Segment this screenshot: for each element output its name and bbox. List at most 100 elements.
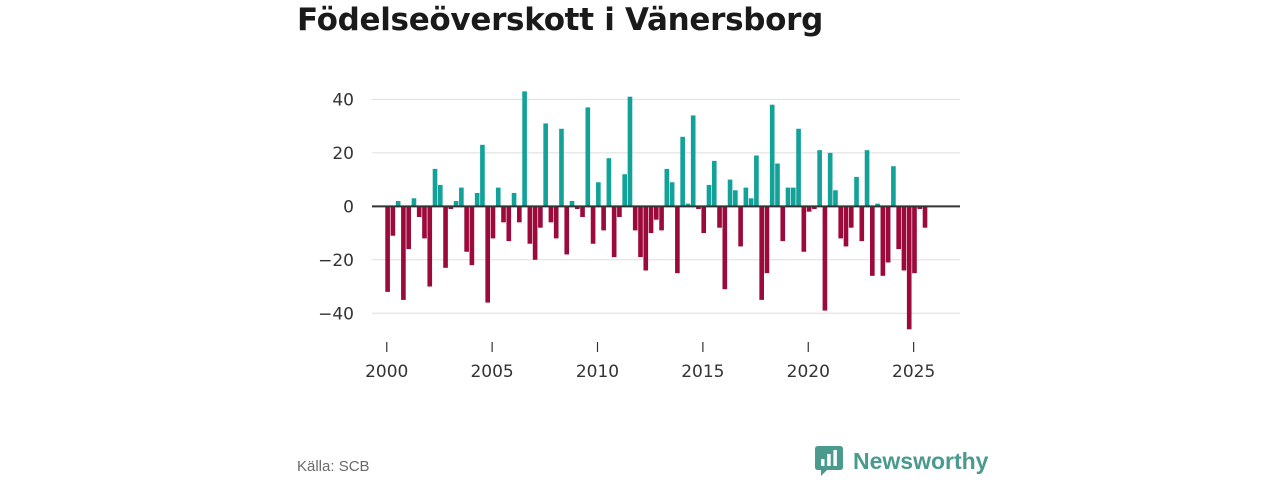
bar (817, 150, 822, 207)
bar (901, 206, 907, 271)
bar (912, 206, 917, 274)
bar (685, 203, 691, 207)
bar (891, 166, 896, 207)
bar (696, 206, 701, 209)
bar (511, 192, 517, 207)
bar (437, 184, 443, 207)
x-axis: 2000 2005 2010 2015 2020 2025 (365, 342, 935, 382)
bar (796, 128, 801, 207)
bar (585, 107, 591, 207)
bar (416, 206, 422, 218)
bar (627, 96, 633, 207)
y-axis: −40 −20 0 20 40 (318, 90, 354, 324)
bar (580, 206, 585, 218)
bar (738, 206, 743, 247)
x-tick-label: 2015 (681, 362, 724, 382)
bar (569, 200, 575, 207)
bar (464, 206, 469, 252)
bar (406, 206, 411, 250)
bars (385, 91, 928, 330)
bar (532, 206, 538, 260)
bar (596, 182, 601, 207)
bar (711, 160, 717, 207)
brand-logo: Newsworthy (815, 446, 988, 476)
bar (838, 206, 844, 239)
bar (453, 200, 459, 207)
bar (590, 206, 596, 244)
bar (848, 206, 854, 228)
bar (527, 206, 533, 244)
bar (632, 206, 638, 231)
bar (801, 206, 807, 252)
bar (922, 206, 928, 228)
bar (617, 206, 622, 218)
bar (906, 206, 912, 330)
x-tick-label: 2020 (787, 362, 830, 382)
bar (385, 206, 390, 292)
bar (474, 192, 480, 207)
bar (675, 206, 680, 274)
bar (401, 206, 406, 300)
y-tick-label: −20 (318, 251, 354, 271)
bar (653, 206, 659, 220)
bar (743, 187, 749, 207)
bar (480, 144, 485, 207)
y-tick-label: 20 (332, 144, 354, 164)
y-tick-label: 0 (343, 197, 354, 217)
bar (790, 187, 796, 207)
bar (880, 206, 886, 276)
bar (885, 206, 891, 263)
bar (864, 150, 870, 207)
x-tick-label: 2000 (365, 362, 408, 382)
bar (680, 136, 685, 207)
bar (469, 206, 475, 266)
bar (574, 206, 580, 209)
bar (722, 206, 728, 290)
bar (638, 206, 643, 258)
bar (875, 203, 880, 207)
bar (490, 206, 496, 239)
brand-name: Newsworthy (853, 447, 989, 474)
bar (432, 168, 438, 207)
bar (601, 206, 606, 231)
bar (806, 206, 812, 212)
bar (559, 128, 564, 207)
bar (495, 187, 501, 207)
bar (606, 158, 612, 207)
source-label: Källa: SCB (297, 458, 370, 475)
bar (896, 206, 901, 250)
bar (870, 206, 875, 276)
bar (827, 152, 833, 207)
newsworthy-icon (815, 446, 843, 476)
bar (501, 206, 506, 223)
bar (775, 163, 780, 207)
bar (411, 198, 417, 207)
bar (833, 190, 838, 207)
bar (553, 206, 559, 239)
bar (854, 176, 859, 207)
bar (648, 206, 654, 234)
bar (448, 206, 454, 209)
bar (759, 206, 764, 300)
bar (395, 200, 401, 207)
bar (390, 206, 396, 236)
bar (733, 190, 738, 207)
bar (422, 206, 427, 239)
bar (538, 206, 543, 228)
bar (485, 206, 491, 303)
bar (459, 187, 464, 207)
x-tick-label: 2025 (892, 362, 935, 382)
bar (917, 206, 923, 209)
bar (859, 206, 865, 242)
bar (564, 206, 570, 255)
x-tick-label: 2005 (470, 362, 513, 382)
y-tick-label: 40 (332, 90, 354, 110)
bar (764, 206, 770, 274)
bar (669, 182, 675, 207)
bar (522, 91, 527, 207)
bar (516, 206, 522, 223)
bar (748, 198, 754, 207)
bar (443, 206, 448, 268)
bar (785, 187, 791, 207)
